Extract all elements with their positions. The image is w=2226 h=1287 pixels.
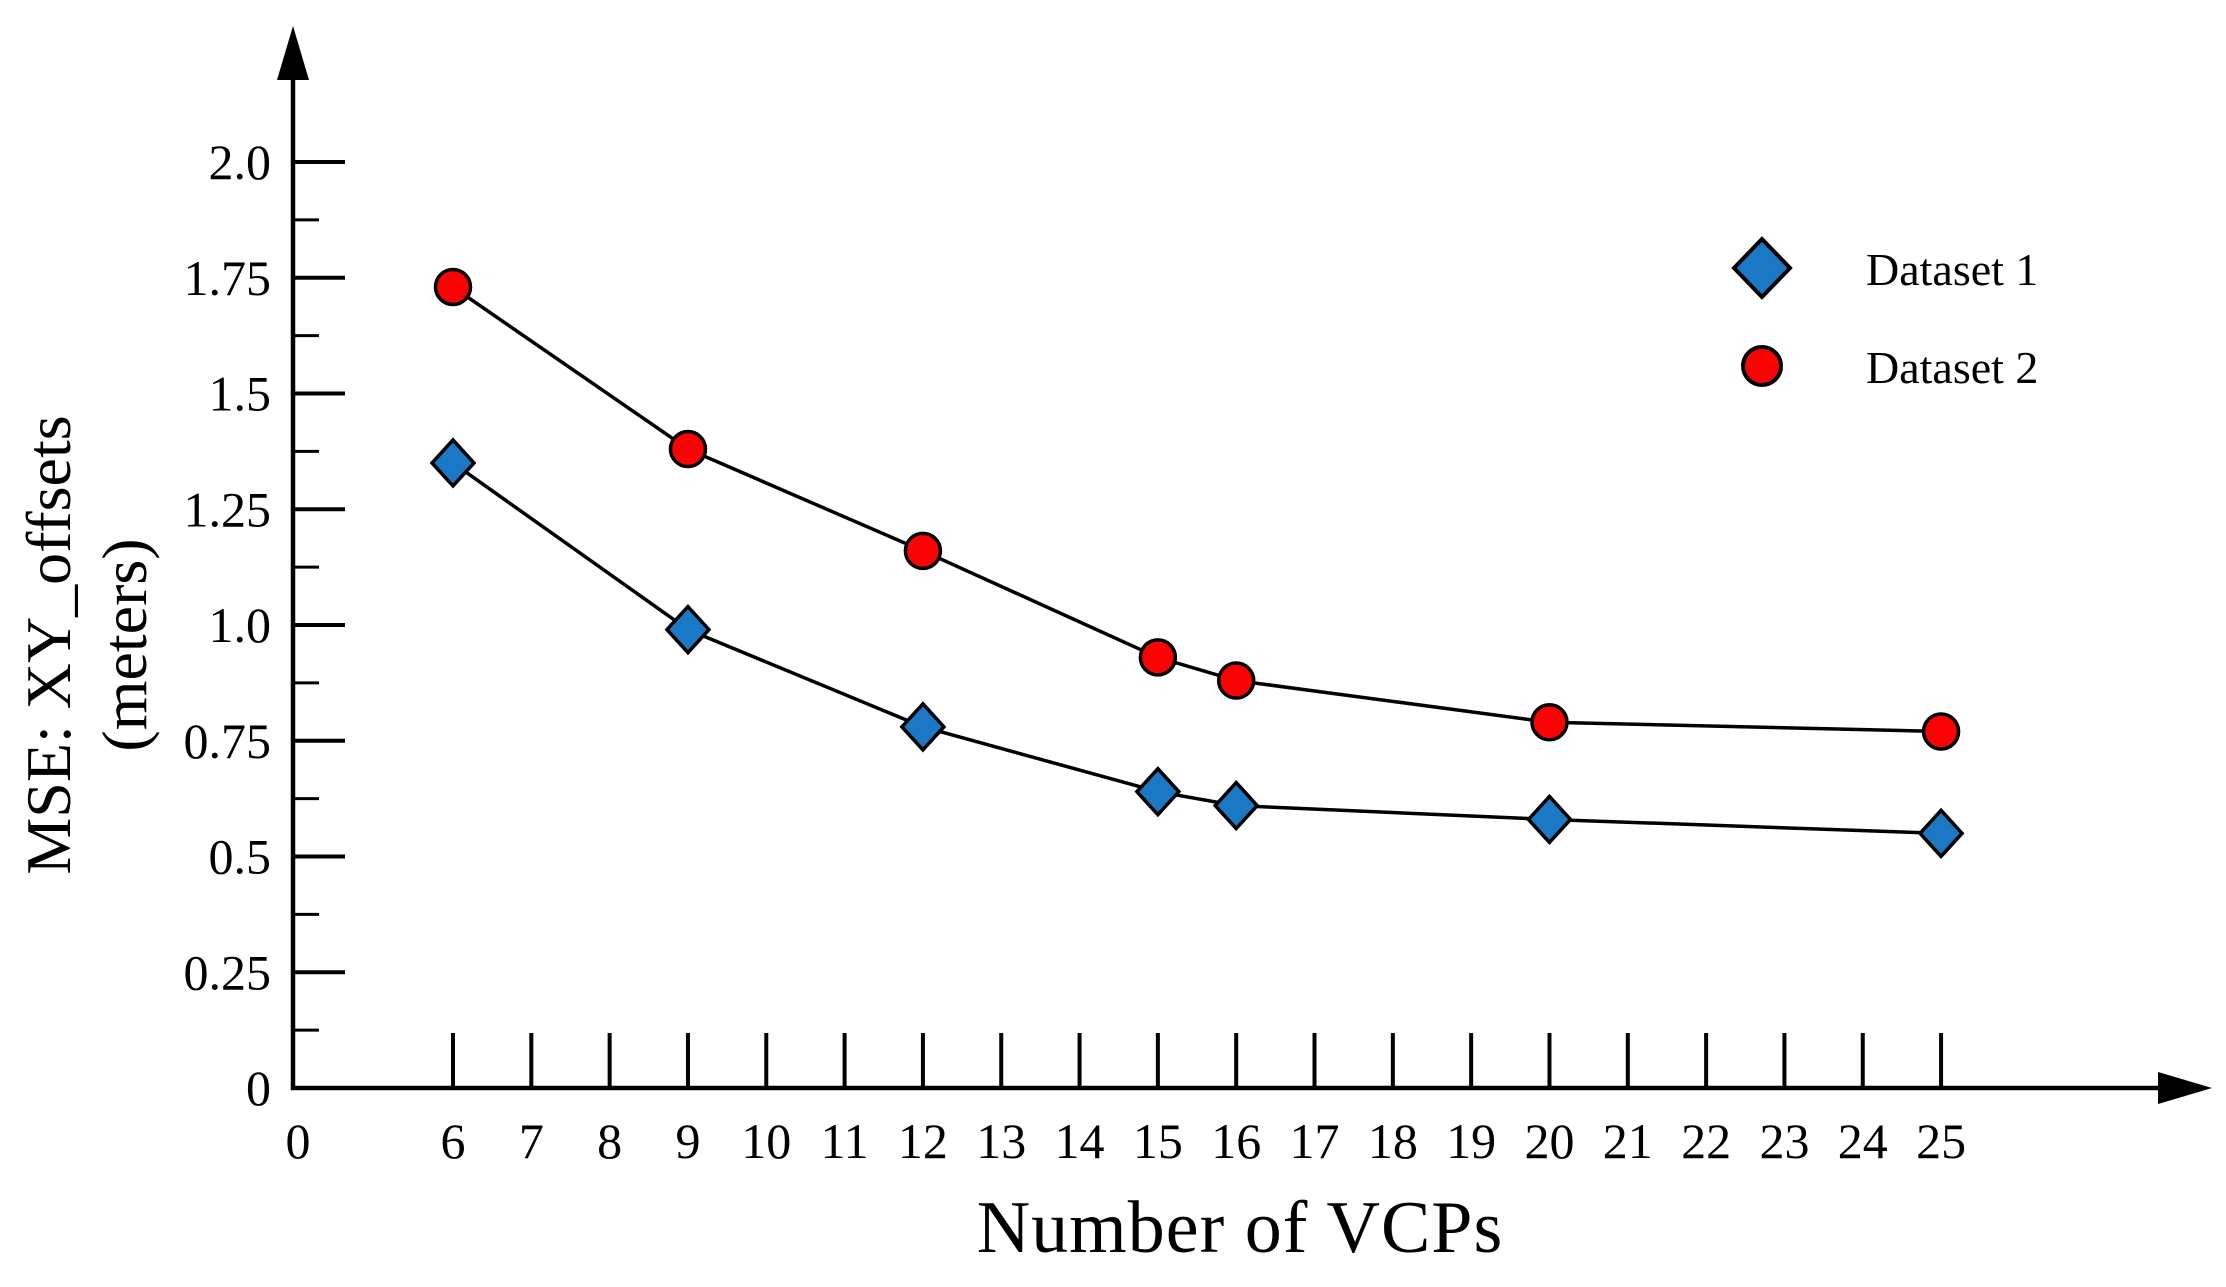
x-tick-label: 24 (1838, 1113, 1888, 1169)
x-tick-label: 21 (1603, 1113, 1653, 1169)
marker-dataset-2-circle-icon (433, 267, 473, 307)
x-tick-label: 16 (1211, 1113, 1261, 1169)
x-tick-label: 17 (1290, 1113, 1340, 1169)
legend: Dataset 1 Dataset 2 (1731, 236, 2038, 393)
x-tick-label: 22 (1681, 1113, 1731, 1169)
marker-dataset-1-diamond-icon (1134, 766, 1182, 818)
marker-dataset-1-diamond-icon (664, 604, 712, 656)
x-origin-label: 0 (286, 1113, 311, 1169)
x-tick-label: 18 (1368, 1113, 1418, 1169)
marker-dataset-2-circle-icon (1921, 712, 1961, 751)
marker-dataset-2-circle-icon (668, 429, 708, 469)
legend-marker-dataset-1-diamond-icon (1731, 236, 1793, 300)
x-axis-title: Number of VCPs (977, 1187, 1504, 1269)
x-tick-label: 19 (1446, 1113, 1496, 1169)
x-tick-label: 20 (1524, 1113, 1574, 1169)
series-line-dataset-2 (452, 285, 1942, 734)
legend-label-dataset-1: Dataset 1 (1866, 244, 2038, 295)
x-tick-label: 8 (597, 1113, 622, 1169)
x-tick-label: 13 (976, 1113, 1026, 1169)
chart-generated-layer: 2.0 1.75 1.5 1.25 1.0 0.75 0.5 0.25 0 6 7 8 9 10 11 12 1… (184, 26, 2212, 1169)
legend-marker-dataset-2-circle-icon (1741, 345, 1783, 387)
x-tick-label: 15 (1133, 1113, 1183, 1169)
marker-dataset-1-diamond-icon (1212, 779, 1260, 832)
y-tick-label: 0.5 (209, 829, 272, 885)
marker-dataset-1-diamond-icon (899, 701, 947, 753)
y-axis-arrow-icon (277, 26, 309, 80)
y-tick-label: 0.25 (184, 944, 272, 1000)
x-tick-label: 14 (1055, 1113, 1105, 1169)
marker-dataset-1-diamond-icon (1917, 807, 1965, 859)
x-tick-label: 6 (441, 1113, 466, 1169)
x-tick-label: 11 (821, 1113, 869, 1169)
series-line-dataset-1 (451, 461, 1942, 836)
y-tick-label: 1.5 (209, 366, 272, 422)
x-tick-label: 10 (741, 1113, 791, 1169)
x-tick-label: 7 (519, 1113, 544, 1169)
marker-dataset-1-diamond-icon (429, 437, 477, 489)
x-tick-label: 25 (1916, 1113, 1966, 1169)
x-tick-label: 12 (898, 1113, 948, 1169)
y-tick-label: 0 (246, 1060, 271, 1116)
x-tick-label: 9 (675, 1113, 700, 1169)
y-tick-label: 1.75 (184, 250, 272, 306)
x-axis-arrow-icon (2158, 1072, 2212, 1104)
marker-dataset-1-diamond-icon (1526, 793, 1573, 846)
marker-dataset-2-circle-icon (1216, 661, 1256, 700)
legend-label-dataset-2: Dataset 2 (1866, 342, 2038, 393)
marker-dataset-2-circle-icon (903, 531, 943, 571)
y-tick-label: 1.25 (184, 481, 272, 537)
y-axis-title-line1: MSE: XY_offsets (13, 415, 84, 874)
marker-dataset-2-circle-icon (1530, 702, 1569, 742)
y-tick-label: 0.75 (184, 713, 272, 769)
y-tick-label: 1.0 (209, 597, 272, 653)
x-tick-label: 23 (1759, 1113, 1809, 1169)
marker-dataset-2-circle-icon (1138, 638, 1178, 677)
y-axis-title-line2: (meters) (89, 538, 160, 751)
y-tick-label: 2.0 (209, 134, 272, 190)
